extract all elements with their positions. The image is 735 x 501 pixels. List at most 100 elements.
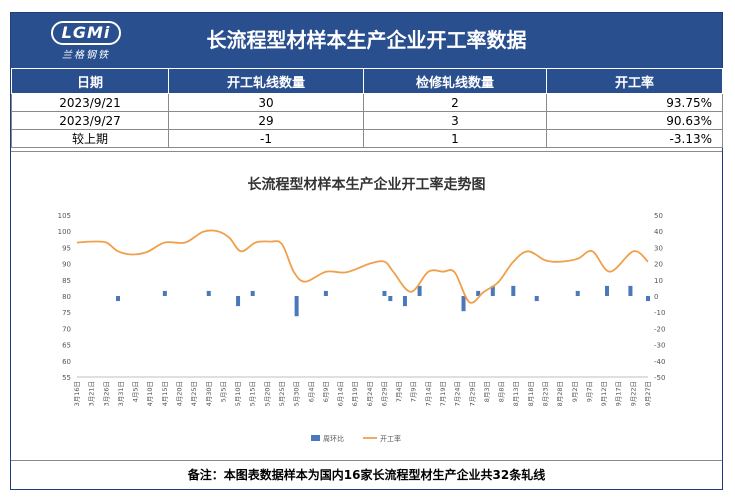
x-tick-label: 7月4日 [395, 381, 403, 402]
y-left-tick-label: 95 [62, 244, 71, 252]
line-operating-rate [76, 229, 649, 304]
y-left-tick-label: 75 [62, 309, 71, 317]
bar-weekly-change [575, 290, 580, 296]
column-header-running-lines: 开工轧线数量 [168, 68, 364, 94]
x-tick-label: 8月23日 [542, 381, 550, 406]
bar-weekly-change [115, 296, 120, 302]
y-right-tick-label: 50 [654, 212, 663, 220]
x-tick-label: 4月25日 [190, 381, 198, 406]
x-tick-label: 8月28日 [556, 381, 564, 406]
y-left-tick-label: 55 [62, 374, 71, 382]
y-right-tick-label: 10 [654, 277, 663, 285]
trend-chart: 55 60 65 70 75 80 85 90 95 100 105 -50 -40 -30 -20 -10 0… [58, 212, 666, 443]
y-right-tick-label: -10 [654, 309, 665, 317]
x-tick-label: 9月12日 [600, 381, 608, 406]
bar-weekly-change [162, 290, 167, 296]
x-tick-label: 4月30日 [205, 381, 213, 406]
y-left-tick-label: 80 [62, 293, 71, 301]
x-tick-label: 7月24日 [454, 381, 462, 406]
x-tick-label: 4月20日 [175, 381, 183, 406]
y-right-tick-label: 40 [654, 228, 663, 236]
bar-weekly-change [417, 285, 422, 296]
bar-weekly-change [236, 296, 241, 307]
x-tick-label: 6月9日 [322, 381, 330, 402]
x-tick-label: 9月27日 [644, 381, 652, 406]
cell-operating-rate: -3.13% [546, 129, 723, 148]
cell-maintenance-lines: 2 [363, 93, 547, 112]
x-tick-label: 5月25日 [278, 381, 286, 406]
x-tick-label: 9月2日 [571, 381, 579, 402]
x-tick-label: 4月5日 [132, 381, 140, 402]
table-header-row: 日期 开工轧线数量 检修轧线数量 开工率 [11, 68, 723, 94]
y-left-tick-label: 100 [58, 228, 71, 236]
y-left-tick-label: 105 [58, 212, 71, 220]
x-tick-label: 5月5日 [219, 381, 227, 402]
cell-running-lines: -1 [168, 129, 364, 148]
y-right-tick-label: -30 [654, 342, 665, 350]
y-left-tick-label: 90 [62, 261, 71, 269]
bar-weekly-change [476, 290, 481, 296]
table-row: 2023/9/21 30 2 93.75% [11, 93, 723, 112]
bar-weekly-change [628, 285, 633, 296]
y-right-tick-label: 20 [654, 261, 663, 269]
y-left-tick-label: 65 [62, 342, 71, 350]
x-tick-label: 5月10日 [234, 381, 242, 406]
x-tick-label: 8月8日 [498, 381, 506, 402]
cell-running-lines: 29 [168, 111, 364, 130]
x-tick-label: 8月3日 [483, 381, 491, 402]
cell-operating-rate: 93.75% [546, 93, 723, 112]
report-title: 长流程型材样本生产企业开工率数据 [206, 28, 527, 52]
chart-container: 长流程型材样本生产企业开工率走势图 55 60 65 70 75 80 85 90 95 100 1… [11, 151, 722, 460]
x-tick-label: 6月14日 [337, 381, 345, 406]
cell-maintenance-lines: 3 [363, 111, 547, 130]
summary-table: 日期 开工轧线数量 检修轧线数量 开工率 2023/9/21 30 2 93.7… [11, 68, 723, 148]
footer-note: 备注：本图表数据样本为国内16家长流程型材生产企业共32条轧线 [11, 460, 722, 490]
cell-running-lines: 30 [168, 93, 364, 112]
cell-operating-rate: 90.63% [546, 111, 723, 130]
y-right-tick-label: 30 [654, 244, 663, 252]
report-frame: LGMi 兰格钢铁 长流程型材样本生产企业开工率数据 日期 开工轧线数量 检修轧… [10, 12, 723, 490]
bar-weekly-change [388, 296, 393, 302]
table-row: 较上期 -1 1 -3.13% [11, 129, 723, 148]
logo-mark: LGMi [51, 21, 121, 45]
x-tick-label: 7月9日 [410, 381, 418, 402]
bar-weekly-change [382, 290, 387, 296]
column-header-operating-rate: 开工率 [546, 68, 723, 94]
legend-label-line: 开工率 [380, 434, 401, 443]
x-tick-label: 9月7日 [585, 381, 593, 402]
y-right-tick-label: -50 [654, 374, 665, 382]
legend-label-bar: 周环比 [323, 434, 344, 443]
bar-weekly-change [323, 290, 328, 296]
bar-weekly-change [511, 285, 516, 296]
bar-weekly-change [206, 290, 211, 296]
x-tick-label: 4月10日 [146, 381, 154, 406]
cell-date: 2023/9/27 [11, 111, 169, 130]
x-tick-label: 9月17日 [615, 381, 623, 406]
x-tick-label: 3月31日 [117, 381, 125, 406]
column-header-date: 日期 [11, 68, 169, 94]
x-tick-label: 3月21日 [88, 381, 96, 406]
bar-weekly-change [646, 296, 650, 302]
x-tick-label: 6月29日 [380, 381, 388, 406]
bar-weekly-change [402, 296, 407, 307]
x-tick-label: 6月19日 [351, 381, 359, 406]
cell-date: 2023/9/21 [11, 93, 169, 112]
x-tick-label: 3月26日 [102, 381, 110, 406]
chart-title: 长流程型材样本生产企业开工率走势图 [247, 177, 486, 193]
x-tick-label: 5月15日 [249, 381, 257, 406]
y-left-tick-label: 60 [62, 358, 71, 366]
legend-swatch-bar [311, 435, 320, 441]
table-row: 2023/9/27 29 3 90.63% [11, 111, 723, 130]
y-right-tick-label: -40 [654, 358, 665, 366]
logo-subtitle: 兰格钢铁 [62, 50, 110, 61]
y-right-tick-label: 0 [654, 293, 658, 301]
cell-date: 较上期 [11, 129, 169, 148]
x-tick-label: 6月4日 [307, 381, 315, 402]
bar-weekly-change [294, 296, 299, 317]
x-tick-label: 5月20日 [263, 381, 271, 406]
y-right-tick-label: -20 [654, 325, 665, 333]
x-tick-label: 9月22日 [629, 381, 637, 406]
bar-weekly-change [534, 296, 539, 302]
x-tick-label: 5月30日 [293, 381, 301, 406]
bar-weekly-change [461, 296, 466, 312]
